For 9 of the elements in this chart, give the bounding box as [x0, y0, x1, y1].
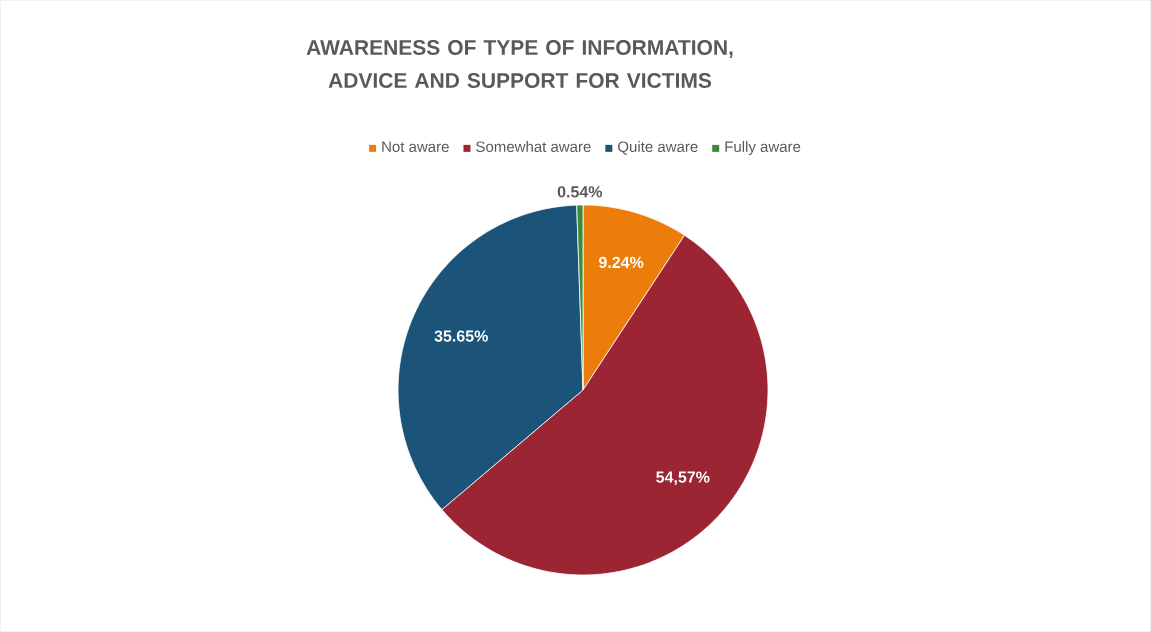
- legend-label: Fully aware: [725, 141, 801, 155]
- legend-label: Quite aware: [618, 141, 698, 155]
- data-label: 35.65%: [434, 330, 488, 342]
- chart-title: AWARENESS OF TYPE OF INFORMATION, ADVICE AND SUPPORT FOR VICTIMS: [306, 40, 733, 88]
- legend-label: Not aware: [382, 141, 449, 153]
- data-label: 9.24%: [599, 256, 644, 269]
- data-label: 0.54%: [557, 186, 603, 198]
- data-label: 54,57%: [656, 471, 710, 486]
- legend-label: Somewhat aware: [476, 141, 591, 153]
